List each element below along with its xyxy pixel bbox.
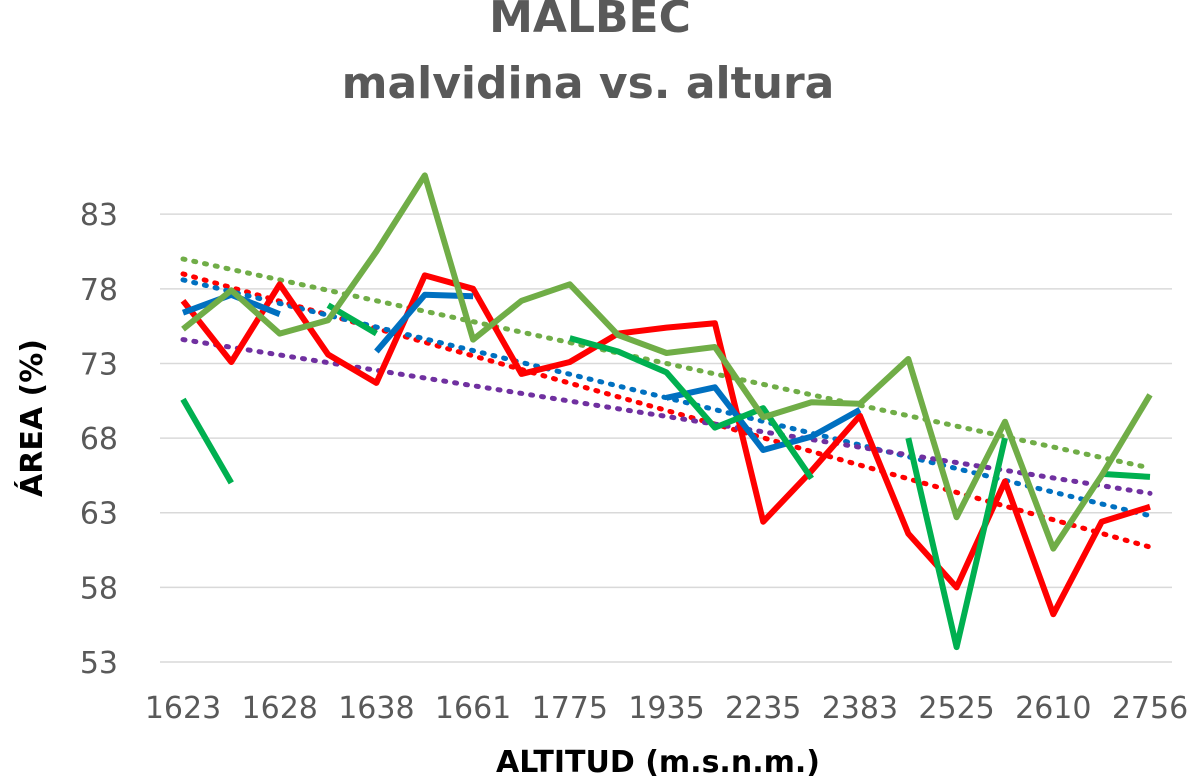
series-line-2 [180, 302, 1151, 651]
chart-title: MALBEC [489, 0, 691, 43]
y-tick-label: 83 [80, 198, 118, 233]
x-axis-ticks: 1623 1628 1638 1661 1775 1935 2235 2383 2525 2610… [145, 691, 1188, 726]
x-tick-label: 1623 [145, 691, 221, 726]
y-tick-label: 53 [80, 646, 118, 681]
series-line-1 [181, 291, 862, 453]
chart-subtitle: malvidina vs. altura [342, 58, 835, 109]
y-tick-label: 78 [80, 273, 118, 308]
trendline-1 [180, 271, 1153, 550]
y-tick-label: 68 [80, 422, 118, 457]
x-tick-label: 1935 [628, 691, 704, 726]
gridlines [160, 213, 1172, 663]
x-tick-label: 2235 [725, 691, 801, 726]
x-tick-label: 2525 [918, 691, 994, 726]
x-axis-title: ALTITUD (m.s.n.m.) [496, 745, 820, 780]
y-tick-label: 58 [80, 571, 118, 606]
y-tick-label: 63 [80, 497, 118, 532]
x-tick-label: 2610 [1015, 691, 1091, 726]
y-axis-ticks: 53 58 63 68 73 78 83 [80, 198, 118, 681]
x-tick-label: 1775 [532, 691, 608, 726]
x-tick-label: 2756 [1112, 691, 1188, 726]
x-tick-label: 1638 [338, 691, 414, 726]
x-tick-label: 1661 [435, 691, 511, 726]
trendlines [180, 256, 1153, 550]
y-axis-title: ÁREA (%) [14, 339, 50, 497]
series-line-3 [181, 172, 1153, 552]
y-tick-label: 73 [80, 347, 118, 382]
x-tick-label: 2383 [822, 691, 898, 726]
series-lines [180, 172, 1153, 651]
x-tick-label: 1628 [242, 691, 318, 726]
